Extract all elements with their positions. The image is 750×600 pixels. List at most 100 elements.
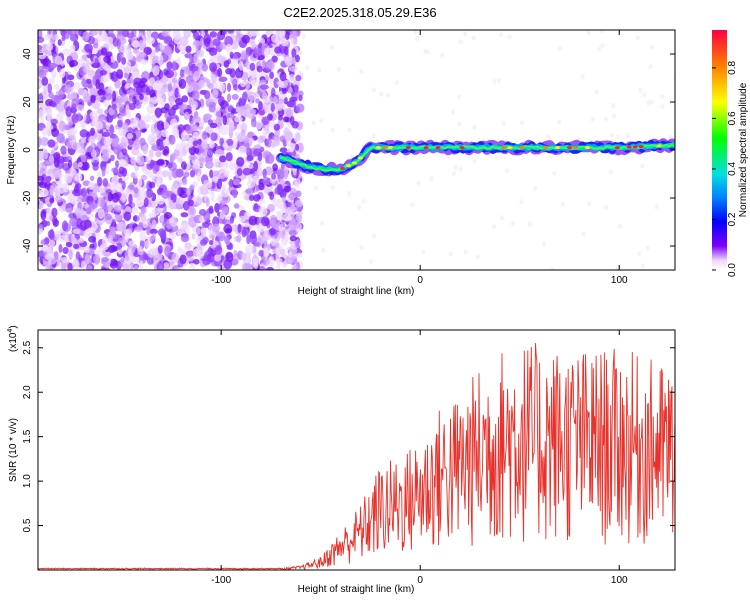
noise-cell — [475, 254, 480, 260]
noise-cell — [162, 149, 169, 156]
noise-cell — [660, 93, 665, 99]
noise-cell — [255, 98, 261, 104]
noise-cell — [171, 168, 179, 179]
noise-cell — [227, 146, 233, 152]
noise-cell — [68, 212, 77, 219]
noise-cell — [101, 135, 111, 146]
noise-cell — [246, 234, 251, 245]
noise-cell — [93, 185, 100, 193]
noise-cell — [168, 134, 176, 145]
noise-cell — [248, 137, 255, 144]
noise-cell — [225, 151, 233, 162]
noise-cell — [227, 30, 234, 34]
noise-cell — [189, 184, 195, 190]
noise-cell — [175, 203, 182, 210]
noise-cell — [78, 237, 85, 244]
noise-cell — [590, 116, 595, 122]
noise-cell — [192, 140, 199, 146]
noise-cell — [270, 102, 275, 113]
noise-cell — [252, 175, 260, 184]
noise-cell — [121, 148, 128, 156]
noise-cell — [294, 143, 300, 151]
ridge-peak — [656, 144, 662, 148]
noise-cell — [247, 91, 257, 102]
noise-cell — [111, 138, 119, 148]
noise-cell — [246, 163, 255, 169]
noise-cell — [241, 110, 251, 118]
noise-cell — [229, 68, 236, 78]
noise-cell — [242, 262, 251, 270]
noise-cell — [209, 31, 218, 38]
ridge-peak — [584, 146, 590, 150]
noise-cell — [612, 113, 617, 119]
noise-cell — [81, 122, 86, 131]
noise-cell — [72, 228, 81, 234]
noise-cell — [92, 42, 99, 49]
noise-cell — [472, 158, 477, 164]
y-tick-label: 2.0 — [22, 385, 33, 399]
ridge-peak — [423, 146, 429, 150]
noise-cell — [311, 120, 316, 126]
noise-cell — [203, 113, 213, 119]
noise-cell — [597, 46, 602, 52]
noise-cell — [60, 39, 66, 47]
noise-cell — [264, 155, 270, 164]
noise-cell — [660, 104, 665, 110]
noise-cell — [594, 89, 599, 95]
noise-cell — [94, 120, 103, 130]
colorbar-tick-label: 0.0 — [727, 263, 738, 277]
noise-cell — [125, 228, 133, 237]
noise-cell — [182, 178, 188, 186]
noise-cell — [637, 251, 642, 257]
noise-cell — [124, 82, 131, 89]
noise-cell — [266, 266, 275, 270]
noise-cell — [604, 204, 609, 210]
noise-cell — [116, 69, 124, 79]
noise-cell — [258, 266, 266, 270]
noise-cell — [230, 60, 237, 69]
noise-cell — [212, 54, 217, 62]
noise-cell — [106, 204, 114, 213]
noise-cell — [126, 52, 134, 60]
noise-cell — [638, 87, 643, 93]
noise-cell — [645, 245, 650, 251]
noise-cell — [148, 171, 154, 179]
noise-cell — [221, 30, 227, 35]
noise-cell — [88, 235, 97, 243]
noise-cell — [295, 252, 303, 258]
noise-cell — [232, 178, 241, 186]
noise-cell — [94, 57, 99, 66]
noise-cell — [95, 95, 102, 102]
noise-cell — [92, 163, 99, 171]
snr-y-axis-label: SNR (10 * v/v) — [8, 418, 19, 482]
noise-cell — [271, 172, 276, 180]
noise-cell — [223, 224, 233, 234]
noise-cell — [155, 131, 162, 140]
noise-cell — [330, 127, 335, 133]
noise-cell — [241, 228, 247, 238]
noise-cell — [89, 243, 95, 249]
noise-cell — [110, 55, 116, 63]
noise-cell — [265, 138, 272, 148]
noise-cell — [187, 137, 195, 148]
noise-cell — [281, 196, 287, 203]
ridge-peak — [405, 146, 411, 150]
noise-cell — [359, 68, 364, 74]
noise-cell — [541, 241, 546, 247]
noise-cell — [84, 43, 93, 53]
noise-cell — [38, 175, 45, 181]
noise-cell — [289, 147, 294, 153]
snr-panel: -100 0 100 0.5 1.0 1.5 2.0 2.5 Height of strai… — [7, 325, 676, 595]
noise-cell — [285, 31, 290, 40]
noise-cell — [161, 30, 169, 37]
noise-cell — [139, 260, 144, 270]
noise-cell — [188, 61, 193, 69]
noise-cell — [93, 254, 101, 265]
colorbar-tick-label: 0.8 — [727, 61, 738, 75]
noise-cell — [258, 249, 265, 257]
noise-cell — [235, 30, 241, 36]
noise-cell — [56, 112, 64, 123]
noise-cell — [107, 191, 113, 202]
noise-cell — [143, 46, 152, 56]
